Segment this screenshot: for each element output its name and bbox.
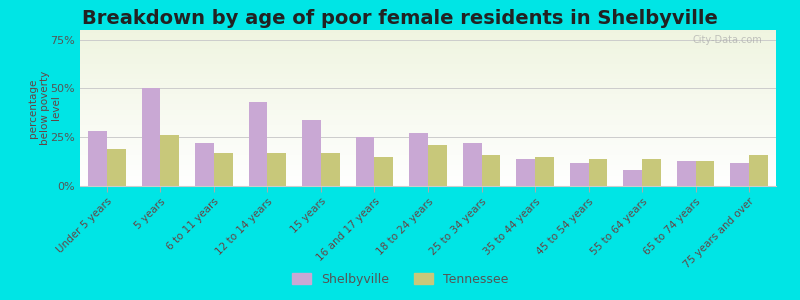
Bar bbox=[516, 159, 535, 186]
Bar bbox=[696, 161, 714, 186]
Y-axis label: percentage
below poverty
level: percentage below poverty level bbox=[28, 71, 62, 145]
Bar bbox=[535, 157, 554, 186]
Bar bbox=[482, 155, 500, 186]
Bar bbox=[249, 102, 267, 186]
Bar bbox=[142, 88, 160, 186]
Bar bbox=[374, 157, 394, 186]
Bar bbox=[321, 153, 340, 186]
Bar bbox=[642, 159, 661, 186]
Bar bbox=[428, 145, 446, 186]
Legend: Shelbyville, Tennessee: Shelbyville, Tennessee bbox=[287, 268, 513, 291]
Bar bbox=[677, 161, 696, 186]
Text: City-Data.com: City-Data.com bbox=[692, 35, 762, 45]
Bar bbox=[160, 135, 179, 186]
Bar bbox=[462, 143, 482, 186]
Bar bbox=[623, 170, 642, 186]
Bar bbox=[214, 153, 233, 186]
Bar bbox=[410, 133, 428, 186]
Bar bbox=[106, 149, 126, 186]
Bar bbox=[195, 143, 214, 186]
Bar bbox=[570, 163, 589, 186]
Bar bbox=[589, 159, 607, 186]
Bar bbox=[730, 163, 750, 186]
Bar bbox=[302, 120, 321, 186]
Bar bbox=[267, 153, 286, 186]
Bar bbox=[750, 155, 768, 186]
Bar bbox=[356, 137, 374, 186]
Text: Breakdown by age of poor female residents in Shelbyville: Breakdown by age of poor female resident… bbox=[82, 9, 718, 28]
Bar bbox=[88, 131, 106, 186]
